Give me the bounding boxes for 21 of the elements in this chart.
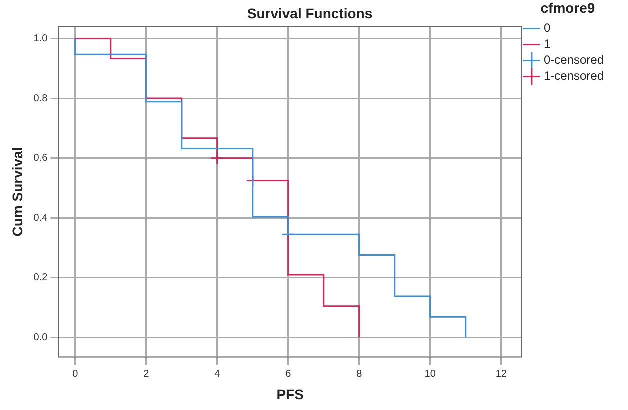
- x-tick-label: 0: [72, 368, 79, 380]
- chart-title: Survival Functions: [247, 5, 373, 22]
- legend-label: 1: [544, 37, 551, 52]
- y-tick-label: 0.4: [34, 212, 48, 224]
- y-tick-label: 0.8: [34, 93, 48, 104]
- y-axis-title: Cum Survival: [9, 147, 26, 237]
- legend-label: 1-censored: [544, 69, 604, 84]
- x-tick-label: 2: [144, 368, 150, 380]
- y-tick-label: 0.0: [34, 332, 48, 344]
- x-tick-label: 8: [356, 368, 363, 380]
- x-tick-label: 10: [424, 368, 436, 380]
- legend-title: cfmore9: [540, 0, 596, 16]
- x-tick-label: 6: [286, 368, 292, 380]
- legend-label: 0-censored: [544, 53, 604, 68]
- x-tick-label: 12: [496, 368, 508, 380]
- x-axis-title: PFS: [276, 386, 304, 402]
- x-tick-label: 4: [214, 368, 221, 380]
- y-tick-label: 1.0: [34, 34, 48, 45]
- y-tick-label: 0.6: [34, 153, 48, 164]
- y-tick-label: 0.2: [34, 272, 48, 284]
- legend-label: 0: [544, 21, 551, 36]
